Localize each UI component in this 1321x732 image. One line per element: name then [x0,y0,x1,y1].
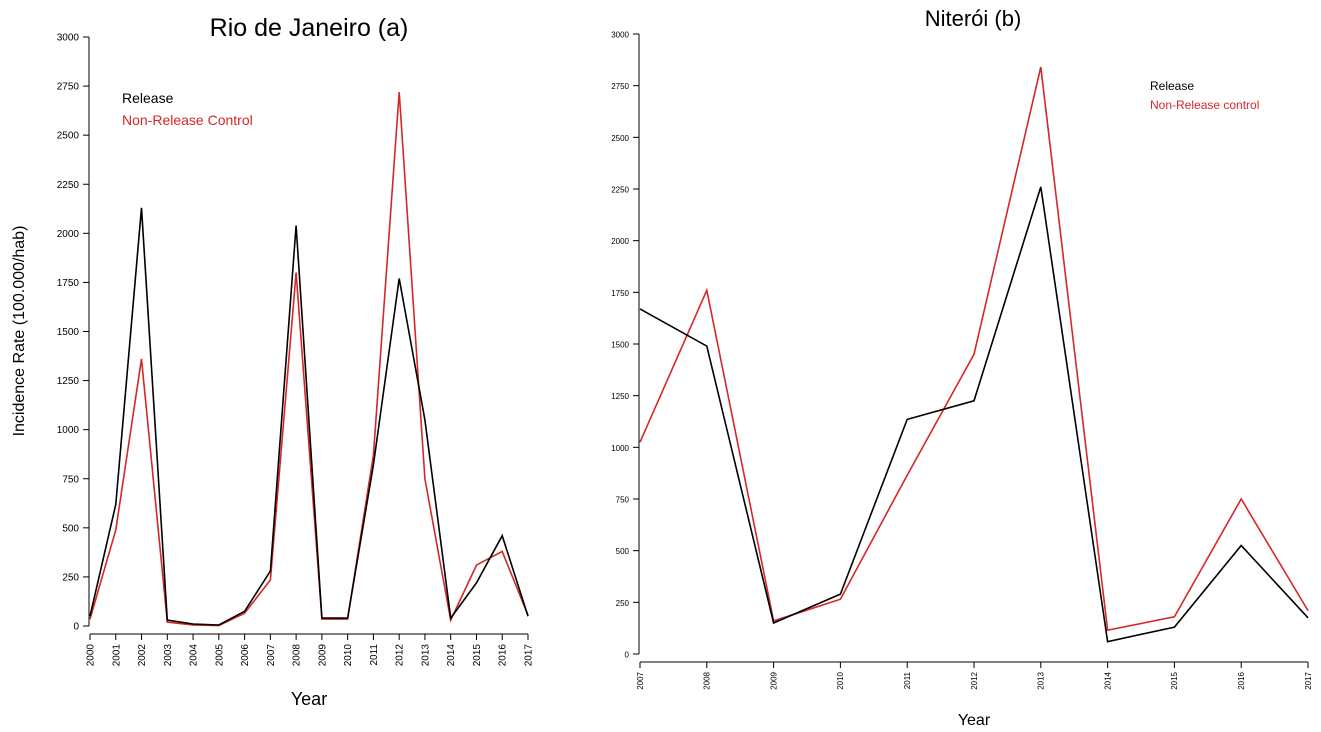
rio-y-tick-label: 2250 [57,180,80,191]
niteroi-panel: Niterói (b) 0 250 500 750 1000 1250 1500 1750 200… [611,6,1313,729]
niteroi-y-tick-label: 1250 [611,392,629,401]
rio-y-axis-label: Incidence Rate (100.000/hab) [11,226,28,437]
rio-x-tick-label: 2003 [163,644,174,667]
rio-x-tick-label: 2000 [86,644,97,667]
niteroi-series-non-release-control-line [639,66,1309,632]
niteroi-y-tick-label: 2250 [611,186,629,195]
rio-x-tick-label: 2008 [292,644,303,667]
niteroi-y-tick-label: 1750 [611,289,629,298]
rio-panel: Rio de Janeiro (a) 0 250 500 750 1000 1250 1500… [11,14,535,709]
niteroi-x-tick-label: 2017 [1304,671,1313,689]
niteroi-title: Niterói (b) [925,6,1022,31]
rio-y-tick-label: 1000 [57,425,80,436]
niteroi-x-tick-label: 2009 [769,671,778,689]
niteroi-y-tick-label: 2000 [611,237,629,246]
rio-y-tick-label: 500 [62,523,79,534]
niteroi-y-tick-label: 2500 [611,134,629,143]
rio-y-tick-label: 2000 [57,229,80,240]
rio-x-tick-label: 2009 [317,644,328,667]
rio-y-tick-label: 0 [73,622,79,633]
rio-y-tick-label: 2750 [57,82,80,93]
rio-legend-entry: Release [122,90,174,106]
rio-x-tick-label: 2007 [266,644,277,667]
rio-x-tick-label: 2014 [446,644,457,667]
niteroi-x-tick-label: 2008 [703,671,712,689]
rio-x-tick-label: 2015 [472,644,483,667]
rio-y-tick-label: 2500 [57,131,80,142]
rio-x-tick-label: 2013 [420,644,431,667]
niteroi-x-tick-label: 2015 [1170,671,1179,689]
rio-series-release-line [89,207,529,626]
niteroi-legend-entry: Non-Release control [1150,98,1259,112]
niteroi-y-tick-label: 0 [625,651,630,660]
niteroi-x-tick-label: 2011 [903,671,912,689]
niteroi-x-tick-label: 2007 [636,671,645,689]
rio-y-tick-label: 3000 [57,33,80,44]
niteroi-y-tick-label: 500 [616,547,630,556]
rio-x-tick-label: 2010 [343,644,354,667]
niteroi-y-tick-label: 750 [616,496,630,505]
rio-y-tick-label: 1250 [57,376,80,387]
rio-y-tick-label: 1500 [57,327,80,338]
rio-series-non-release-control-line [89,91,529,627]
niteroi-y-tick-label: 1000 [611,444,629,453]
niteroi-legend-entry: Release [1150,79,1194,93]
niteroi-x-tick-label: 2014 [1103,671,1112,689]
niteroi-x-tick-label: 2010 [836,671,845,689]
rio-x-tick-label: 2016 [498,644,509,667]
rio-x-tick-label: 2011 [369,644,380,666]
rio-y-tick-label: 1750 [57,278,80,289]
rio-x-axis-label: Year [291,689,327,709]
rio-x-tick-label: 2001 [111,644,122,667]
niteroi-x-tick-label: 2013 [1037,671,1046,689]
niteroi-x-tick-label: 2016 [1237,671,1246,689]
rio-x-tick-label: 2012 [395,644,406,667]
niteroi-y-tick-label: 250 [616,599,630,608]
rio-legend-entry: Non-Release Control [122,112,253,128]
rio-x-tick-label: 2005 [214,644,225,667]
niteroi-x-tick-label: 2012 [970,671,979,689]
rio-y-tick-label: 250 [62,572,79,583]
niteroi-y-tick-label: 2750 [611,82,629,91]
niteroi-x-axis-label: Year [958,712,991,729]
rio-x-tick-label: 2017 [524,644,535,667]
rio-x-tick-label: 2004 [189,644,200,667]
niteroi-series-release-line [639,186,1309,643]
niteroi-y-tick-label: 1500 [611,341,629,350]
rio-title: Rio de Janeiro (a) [210,14,409,42]
niteroi-y-tick-label: 3000 [611,31,629,40]
rio-x-tick-label: 2002 [137,644,148,667]
rio-x-tick-label: 2006 [240,644,251,667]
rio-y-tick-label: 750 [62,474,79,485]
